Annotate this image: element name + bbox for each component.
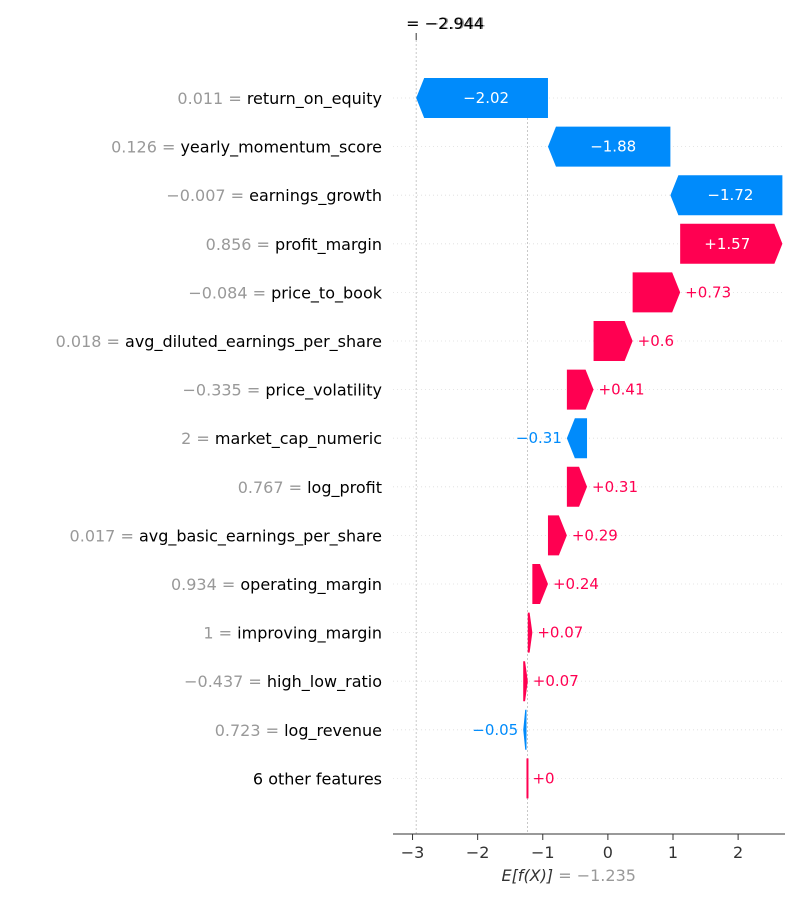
x-tick-label: 0 xyxy=(603,843,613,862)
waterfall-bar xyxy=(523,709,527,750)
waterfall-bar xyxy=(547,515,567,556)
feature-label: 0.018 = avg_diluted_earnings_per_share xyxy=(56,332,382,352)
feature-value: 1 = xyxy=(203,624,237,643)
feature-value: 0.934 = xyxy=(171,575,240,594)
x-tick-label: −2 xyxy=(466,843,490,862)
feature-label: 0.126 = yearly_momentum_score xyxy=(111,138,382,158)
feature-label: −0.335 = price_volatility xyxy=(183,381,382,401)
waterfall-bar xyxy=(566,466,588,507)
bar-value-label: −0.31 xyxy=(516,429,562,447)
output-value-text: = −2.944 xyxy=(406,14,484,33)
feature-label: −0.084 = price_to_book xyxy=(188,283,382,303)
bar-value-label: +1.57 xyxy=(704,235,750,253)
waterfall-bar xyxy=(547,126,671,167)
waterfall-bar xyxy=(527,612,533,653)
feature-value: 0.126 = xyxy=(111,138,180,157)
bar-value-label: +0.07 xyxy=(537,624,583,642)
bar-value-label: −1.72 xyxy=(707,186,753,204)
expected-value-annotation: E[f(X)] = −1.235 xyxy=(501,866,635,885)
waterfall-bar xyxy=(593,321,633,361)
bar-value-label: +0.73 xyxy=(685,283,731,301)
x-tick-label: −1 xyxy=(531,843,555,862)
feature-name: price_volatility xyxy=(265,381,382,401)
bar-value-label: +0.31 xyxy=(592,478,638,496)
feature-name: avg_basic_earnings_per_share xyxy=(139,526,382,546)
feature-name: market_cap_numeric xyxy=(215,429,382,449)
feature-value: 0.723 = xyxy=(215,721,284,740)
feature-label: 1 = improving_margin xyxy=(203,624,382,644)
waterfall-bar xyxy=(670,175,783,216)
feature-label: 0.723 = log_revenue xyxy=(215,721,382,741)
reference-lines xyxy=(415,40,528,834)
feature-value: 0.856 = xyxy=(206,235,275,254)
bar-value-label: +0.29 xyxy=(572,526,618,544)
expected-value-label: E[f(X)] xyxy=(501,866,558,885)
waterfall-bar xyxy=(680,223,783,264)
x-axis: −3 −2 −1 0 1 2 xyxy=(393,833,785,862)
bar-value-label: +0 xyxy=(532,769,554,787)
x-tick-label: 1 xyxy=(668,843,678,862)
feature-name: price_to_book xyxy=(271,283,383,303)
feature-labels: 0.011 = return_on_equity 0.126 = yearly_m… xyxy=(56,89,383,788)
feature-label: 0.767 = log_profit xyxy=(238,478,382,498)
waterfall-bar xyxy=(416,78,548,118)
waterfall-bar xyxy=(523,661,528,702)
feature-name: improving_margin xyxy=(237,624,382,644)
waterfall-bar xyxy=(526,758,529,799)
feature-label: 0.017 = avg_basic_earnings_per_share xyxy=(70,526,382,546)
annotations: E[f(X)] = −1.235 −2.944= −2.944 xyxy=(406,14,636,885)
feature-label: 0.011 = return_on_equity xyxy=(177,89,382,109)
x-tick-label: 2 xyxy=(733,843,743,862)
bar-value-label: +0.6 xyxy=(638,332,674,350)
feature-value: −0.084 = xyxy=(188,283,271,302)
feature-value: −0.007 = xyxy=(166,186,249,205)
feature-label: 0.856 = profit_margin xyxy=(206,235,382,255)
feature-name: high_low_ratio xyxy=(267,672,382,692)
feature-value: 0.017 = xyxy=(70,526,139,545)
feature-name: 6 other features xyxy=(253,769,382,788)
feature-name: avg_diluted_earnings_per_share xyxy=(125,332,382,352)
feature-label: −0.437 = high_low_ratio xyxy=(184,672,382,692)
feature-name: return_on_equity xyxy=(247,89,382,109)
feature-name: log_profit xyxy=(307,478,382,498)
feature-name: log_revenue xyxy=(284,721,382,741)
feature-label: 6 other features xyxy=(253,769,382,788)
feature-value: 2 = xyxy=(181,429,215,448)
feature-name: earnings_growth xyxy=(249,186,382,206)
feature-label: 2 = market_cap_numeric xyxy=(181,429,382,449)
feature-name: operating_margin xyxy=(240,575,382,595)
feature-value: −0.335 = xyxy=(183,381,266,400)
bar-value-label: −0.05 xyxy=(472,721,518,739)
waterfall-bar xyxy=(566,418,588,459)
bar-value-label: +0.41 xyxy=(599,381,645,399)
feature-name: yearly_momentum_score xyxy=(180,138,382,158)
feature-value: −0.437 = xyxy=(184,672,267,691)
waterfall-bar xyxy=(532,564,548,604)
bar-value-label: −1.88 xyxy=(590,138,636,156)
feature-value: 0.767 = xyxy=(238,478,307,497)
expected-value-text: = −1.235 xyxy=(558,866,636,885)
bar-value-label: +0.07 xyxy=(533,672,579,690)
feature-value: 0.011 = xyxy=(177,89,246,108)
feature-value: 0.018 = xyxy=(56,332,125,351)
feature-name: profit_margin xyxy=(275,235,382,255)
x-tick-label: −3 xyxy=(401,843,425,862)
feature-label: −0.007 = earnings_growth xyxy=(166,186,382,206)
waterfall-bar xyxy=(632,272,681,313)
bar-value-label: +0.24 xyxy=(553,575,599,593)
bars: −2.02 −1.88 −1.72 +1.57 +0.73 +0.6 +0.41 −0.31 +… xyxy=(416,78,783,799)
waterfall-bar xyxy=(566,369,594,410)
feature-label: 0.934 = operating_margin xyxy=(171,575,382,595)
bar-value-label: −2.02 xyxy=(463,89,509,107)
output-value-overlay: −2.944 xyxy=(426,14,485,33)
